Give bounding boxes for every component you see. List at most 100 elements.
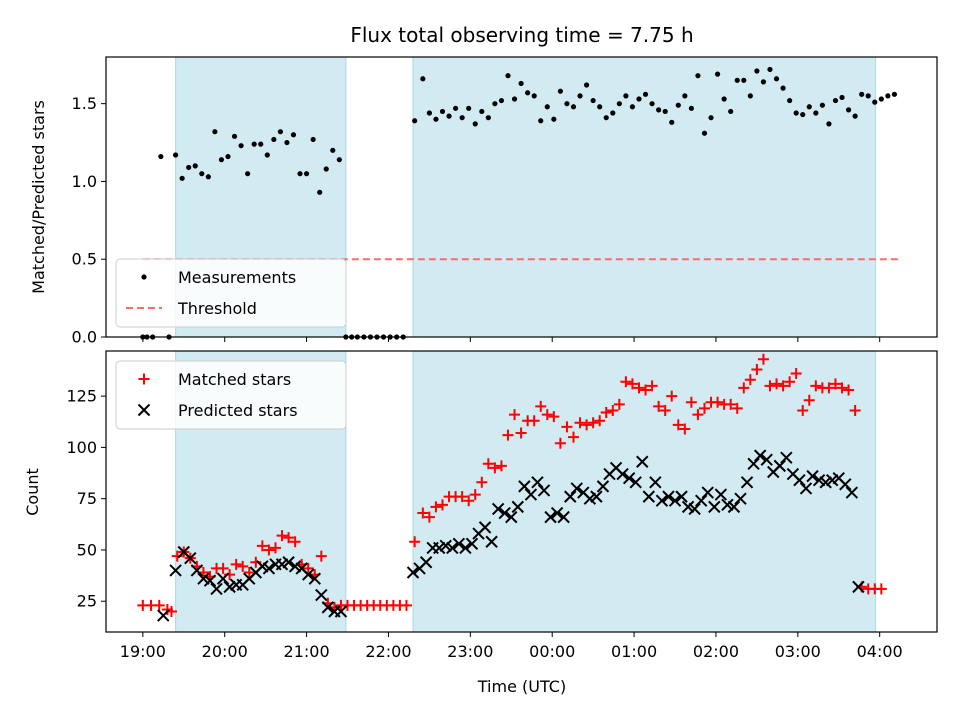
data-point: [406, 566, 420, 579]
data-point: [263, 544, 275, 556]
data-point: [662, 108, 668, 115]
data-point: [515, 427, 527, 439]
data-point: [636, 96, 642, 102]
data-point: [826, 121, 832, 127]
data-point: [574, 417, 586, 429]
data-point: [747, 457, 760, 471]
data-point: [659, 404, 671, 416]
data-point: [675, 102, 681, 108]
data-point: [452, 105, 459, 111]
data-point: [813, 110, 819, 116]
data-point: [685, 396, 697, 408]
series-measurements: [140, 66, 898, 340]
data-point: [731, 402, 743, 414]
data-point: [613, 398, 625, 410]
data-point: [810, 380, 822, 392]
data-point: [682, 93, 688, 99]
data-point: [594, 415, 606, 427]
data-point: [577, 93, 583, 99]
x-tick-label: 04:00: [857, 642, 903, 661]
data-point: [551, 116, 557, 122]
data-point: [738, 382, 750, 394]
data-point: [760, 79, 767, 85]
data-point: [502, 429, 514, 441]
data-point: [541, 409, 553, 421]
data-point: [708, 115, 714, 121]
data-point: [757, 353, 769, 365]
data-point: [570, 104, 577, 110]
data-point: [531, 93, 537, 99]
data-point: [218, 157, 225, 163]
data-point: [823, 382, 835, 394]
data-point: [271, 136, 277, 143]
data-point: [302, 562, 314, 574]
legend-label: Predicted stars: [178, 401, 298, 420]
data-point: [656, 107, 662, 113]
data-point: [675, 490, 688, 503]
data-point: [336, 157, 342, 163]
y-tick-label: 100: [66, 438, 97, 457]
data-point: [492, 101, 498, 107]
data-point: [264, 152, 270, 158]
data-point: [199, 171, 205, 177]
data-point: [482, 458, 494, 470]
data-point: [626, 378, 638, 390]
data-point: [843, 384, 855, 396]
legend-marker: [137, 403, 151, 417]
data-point: [524, 488, 538, 501]
data-point: [597, 104, 603, 110]
x-tick-label: 03:00: [775, 642, 821, 661]
data-point: [590, 490, 603, 503]
data-point: [819, 102, 825, 108]
data-point: [289, 536, 301, 548]
data-point: [636, 455, 649, 468]
data-point: [465, 537, 479, 551]
data-point: [284, 139, 290, 146]
data-point: [581, 419, 593, 431]
data-point: [169, 564, 182, 577]
data-point: [231, 133, 238, 139]
data-point: [525, 90, 531, 96]
data-point: [538, 118, 544, 124]
data-point: [734, 77, 740, 83]
data-point: [839, 478, 852, 491]
x-tick-label: 23:00: [447, 642, 493, 661]
data-point: [243, 567, 255, 579]
data-point: [642, 490, 656, 503]
x-tick-label: 20:00: [202, 642, 248, 661]
data-point: [217, 562, 229, 574]
data-point: [158, 153, 164, 160]
data-point: [258, 141, 264, 147]
data-point: [744, 374, 756, 386]
data-point: [797, 404, 809, 416]
data-point: [310, 136, 316, 143]
data-point: [498, 506, 511, 520]
data-point: [655, 494, 669, 507]
data-point: [157, 609, 170, 622]
data-point: [806, 469, 819, 483]
data-point: [714, 71, 721, 77]
x-tick-label: 22:00: [365, 642, 411, 661]
y-tick-label: 0.0: [72, 328, 97, 347]
data-point: [554, 437, 566, 449]
data-point: [557, 88, 563, 94]
data-point: [714, 488, 728, 501]
data-point: [528, 415, 540, 427]
data-point: [153, 599, 165, 611]
data-point: [764, 380, 776, 392]
data-point: [751, 363, 763, 375]
data-point: [616, 101, 622, 107]
data-point: [771, 378, 783, 390]
data-point: [623, 93, 629, 99]
data-point: [780, 85, 786, 91]
data-point: [662, 490, 675, 503]
data-point: [747, 93, 753, 99]
data-point: [433, 116, 439, 122]
data-point: [845, 486, 859, 499]
data-point: [452, 537, 466, 551]
data-point: [216, 572, 230, 585]
legend-marker: [138, 373, 150, 385]
data-point: [495, 460, 507, 472]
data-point: [544, 104, 550, 110]
data-point: [773, 459, 787, 473]
